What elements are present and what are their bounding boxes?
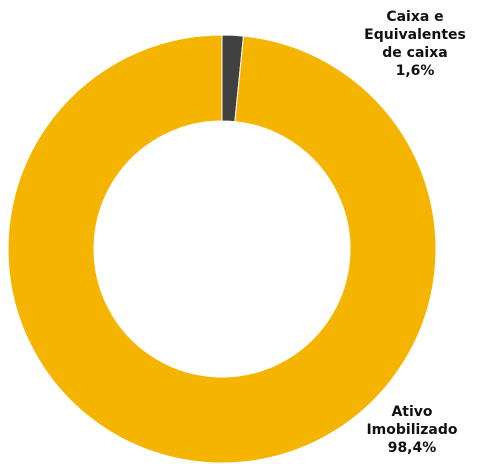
slice-label-caixa-line-2: Equivalentes bbox=[364, 27, 466, 43]
slice-label-ativo-line-1: Ativo bbox=[391, 404, 433, 420]
slice-label-ativo-percent: 98,4% bbox=[387, 440, 437, 456]
slice-label-ativo-line-2: Imobilizado bbox=[366, 422, 458, 438]
slice-label-caixa-line-3: de caixa bbox=[382, 45, 448, 61]
slice-label-ativo: Ativo Imobilizado 98,4% bbox=[352, 403, 472, 457]
slice-label-caixa: Caixa e Equivalentes de caixa 1,6% bbox=[354, 8, 476, 80]
donut-slice-1 bbox=[7, 34, 437, 464]
slice-label-caixa-percent: 1,6% bbox=[395, 63, 435, 79]
slice-label-caixa-line-1: Caixa e bbox=[386, 9, 444, 25]
donut-slices bbox=[7, 34, 437, 464]
